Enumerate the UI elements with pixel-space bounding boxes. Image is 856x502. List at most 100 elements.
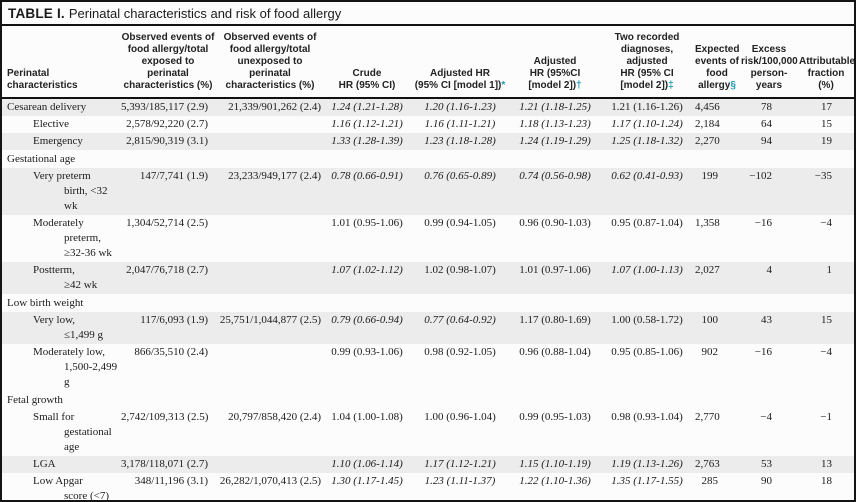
cell-observed-unexposed: 21,339/901,262 (2.4) [228,101,321,113]
cell-attributable-fraction: −4 [820,217,832,229]
cell-expected-events: 285 [701,475,719,487]
cell-excess-risk: 53 [761,458,772,470]
row-label: Very low, ≤1,499 g [33,314,104,341]
header-row: Perinatal characteristics Observed event… [2,26,856,99]
cell-attributable-fraction: 1 [826,264,833,276]
cell-adjusted-hr-model1: 1.23 (1.18-1.28) [424,135,496,147]
table-row: Emergency 2,815/90,319 (3.1) 1.33 (1.28-… [2,133,854,150]
cell-crude-hr: 1.24 (1.21-1.28) [331,101,403,113]
cell-crude-hr: 1.16 (1.12-1.21) [331,118,403,130]
column-header-observed-exposed: Observed events of food allergy/total ex… [120,26,216,99]
cell-observed-unexposed: 20,797/858,420 (2.4) [228,411,321,423]
cell-observed-unexposed: 25,751/1,044,877 (2.5) [219,314,321,326]
cell-adjusted-hr-model2: 1.01 (0.97-1.06) [519,264,591,276]
cell-adjusted-hr-model1: 0.77 (0.64-0.92) [424,314,496,326]
cell-expected-events: 100 [701,314,719,326]
column-header-adjusted-hr-model2: Adjusted HR (95%CI [model 2])† [510,26,600,99]
cell-crude-hr: 1.01 (0.95-1.06) [331,217,403,229]
row-label: Postterm, ≥42 wk [33,264,98,291]
cell-observed-unexposed [216,344,324,391]
footnote-mark: § [730,80,736,91]
row-label: Small for gestational age [33,411,112,453]
cell-observed-exposed: 348/11,196 (3.1) [134,475,208,487]
cell-excess-risk: −16 [754,346,772,358]
cell-adjusted-hr-model2: 1.18 (1.13-1.23) [519,118,591,130]
cell-adjusted-hr-model1: 1.17 (1.12-1.21) [424,458,496,470]
cell-adjusted-hr-model1: 1.20 (1.16-1.23) [424,101,496,113]
cell-observed-unexposed: 26,282/1,070,413 (2.5) [219,475,321,487]
cell-crude-hr: 0.78 (0.66-0.91) [331,170,403,182]
cell-observed-unexposed [216,133,324,150]
header-text: Expected events of food allergy [695,44,740,91]
header-text: Adjusted HR (95% CI [model 1]) [414,68,502,91]
column-header-two-diagnoses: Two recorded diagnoses, adjusted HR (95%… [600,26,694,99]
cell-expected-events: 2,270 [695,135,720,147]
column-header-expected-events: Expected events of food allergy§ [694,26,740,99]
cell-attributable-fraction: −35 [814,170,832,182]
header-text: Crude HR (95% CI) [338,68,396,91]
table-header: Perinatal characteristics Observed event… [2,26,856,99]
cell-adjusted-hr-model1: 1.00 (0.96-1.04) [424,411,496,423]
cell-crude-hr: 1.10 (1.06-1.14) [331,458,403,470]
table-title: Perinatal characteristics and risk of fo… [68,6,342,21]
table-row: Elective 2,578/92,220 (2.7) 1.16 (1.12-1… [2,116,854,133]
section-label: Fetal growth [7,394,63,406]
cell-two-diagnoses-hr: 0.95 (0.87-1.04) [611,217,683,229]
cell-adjusted-hr-model1: 1.23 (1.11-1.37) [424,475,496,487]
row-label: Elective [33,118,70,130]
cell-expected-events: 2,763 [695,458,720,470]
cell-adjusted-hr-model2: 0.96 (0.88-1.04) [519,346,591,358]
cell-attributable-fraction: 18 [821,475,832,487]
column-header-observed-unexposed: Observed events of food allergy/total un… [216,26,324,99]
cell-two-diagnoses-hr: 1.00 (0.58-1.72) [611,314,683,326]
row-label: Emergency [33,135,83,147]
section-header-row: Fetal growth [2,391,854,409]
cell-excess-risk: 94 [761,135,772,147]
cell-adjusted-hr-model1: 0.98 (0.92-1.05) [424,346,496,358]
column-header-adjusted-hr-model1: Adjusted HR (95% CI [model 1])* [410,26,510,99]
header-text: Observed events of food allergy/total ex… [121,32,215,91]
table-row: Moderately preterm, ≥32-36 wk 1,304/52,7… [2,215,854,262]
cell-expected-events: 2,770 [695,411,720,423]
section-header-row: Low birth weight [2,294,854,312]
cell-attributable-fraction: 13 [821,458,832,470]
column-header-crude-hr: Crude HR (95% CI) [324,26,410,99]
header-text: Observed events of food allergy/total un… [223,32,317,91]
cell-expected-events: 4,456 [695,101,720,113]
table-row: Very low, ≤1,499 g 117/6,093 (1.9) 25,75… [2,312,854,344]
cell-expected-events: 1,358 [695,217,720,229]
table-row: Cesarean delivery 5,393/185,117 (2.9) 21… [2,98,854,116]
cell-attributable-fraction: 15 [821,314,832,326]
cell-observed-exposed: 2,742/109,313 (2.5) [121,411,209,423]
cell-two-diagnoses-hr: 1.25 (1.18-1.32) [611,135,683,147]
cell-expected-events: 902 [701,346,719,358]
cell-observed-exposed: 2,047/76,718 (2.7) [126,264,208,276]
cell-attributable-fraction: −1 [820,411,832,423]
cell-observed-unexposed [216,215,324,262]
table-row: Very preterm birth, <32 wk 147/7,741 (1.… [2,168,854,215]
header-text: Attributable fraction (%) [799,56,856,91]
row-label: Moderately preterm, ≥32-36 wk [33,217,112,259]
footnote-mark: ‡ [668,80,674,91]
cell-two-diagnoses-hr: 1.17 (1.10-1.24) [611,118,683,130]
row-label: Low Apgar score (<7) at 5 min [33,475,109,502]
section-label: Gestational age [7,153,76,165]
cell-excess-risk: 4 [766,264,773,276]
footnote-mark: * [501,80,506,91]
section-label: Low birth weight [7,297,84,309]
cell-crude-hr: 1.33 (1.28-1.39) [331,135,403,147]
row-label: LGA [33,458,56,470]
cell-adjusted-hr-model2: 0.99 (0.95-1.03) [519,411,591,423]
cell-excess-risk: 43 [761,314,772,326]
cell-attributable-fraction: 19 [821,135,832,147]
cell-attributable-fraction: 17 [821,101,832,113]
cell-observed-exposed: 866/35,510 (2.4) [134,346,208,358]
cell-adjusted-hr-model2: 1.15 (1.10-1.19) [519,458,591,470]
cell-observed-exposed: 2,578/92,220 (2.7) [126,118,208,130]
cell-adjusted-hr-model1: 0.76 (0.65-0.89) [424,170,496,182]
table-row: Small for gestational age 2,742/109,313 … [2,409,854,456]
row-label: Cesarean delivery [7,101,87,113]
row-label: Very preterm birth, <32 wk [33,170,108,212]
cell-adjusted-hr-model2: 0.74 (0.56-0.98) [519,170,591,182]
cell-observed-unexposed: 23,233/949,177 (2.4) [228,170,321,182]
